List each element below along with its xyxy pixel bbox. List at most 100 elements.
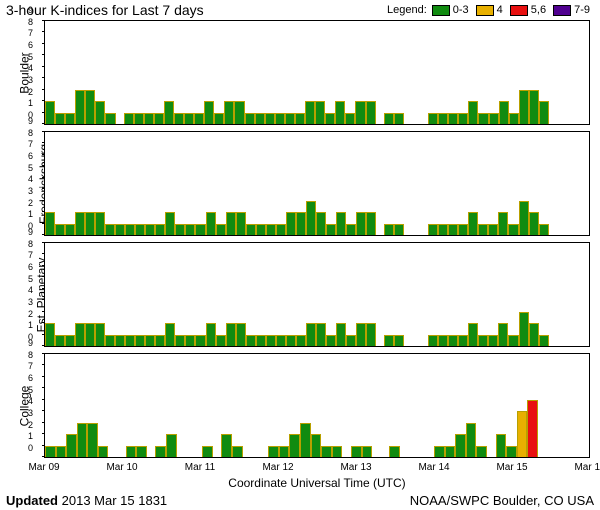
bar bbox=[221, 434, 232, 457]
bar bbox=[529, 90, 539, 124]
y-tick: 9 bbox=[28, 116, 33, 126]
bar bbox=[145, 224, 155, 235]
y-tick: 8 bbox=[28, 128, 33, 138]
bar bbox=[468, 212, 478, 235]
chart-panel: Boulder0123456789 bbox=[30, 20, 590, 125]
bar bbox=[519, 312, 529, 346]
y-tick: 1 bbox=[28, 209, 33, 219]
bar bbox=[445, 446, 456, 457]
bar bbox=[279, 446, 290, 457]
legend-swatch-label: 0-3 bbox=[453, 4, 469, 16]
y-tick: 9 bbox=[28, 5, 33, 15]
bar bbox=[245, 113, 255, 124]
bar bbox=[266, 335, 276, 346]
bar bbox=[295, 113, 305, 124]
bar bbox=[289, 434, 300, 457]
bar bbox=[394, 224, 404, 235]
legend-label: Legend: bbox=[387, 4, 427, 16]
bar bbox=[296, 335, 306, 346]
bar bbox=[428, 335, 438, 346]
bar bbox=[384, 113, 394, 124]
bar bbox=[499, 101, 509, 124]
bar bbox=[438, 335, 448, 346]
bar bbox=[105, 335, 115, 346]
chart-panel: College0123456789 bbox=[30, 353, 590, 458]
bar bbox=[87, 423, 98, 457]
bar bbox=[306, 201, 316, 235]
x-axis-label: Coordinate Universal Time (UTC) bbox=[44, 476, 590, 490]
legend-swatch bbox=[432, 5, 450, 16]
bar bbox=[466, 423, 477, 457]
bar bbox=[105, 113, 115, 124]
bar bbox=[95, 323, 105, 346]
bar bbox=[276, 335, 286, 346]
bar bbox=[77, 423, 88, 457]
bar bbox=[202, 446, 213, 457]
bar bbox=[165, 323, 175, 346]
y-tick: 1 bbox=[28, 98, 33, 108]
bar bbox=[115, 224, 125, 235]
bar bbox=[105, 224, 115, 235]
bar bbox=[496, 434, 507, 457]
bar bbox=[85, 323, 95, 346]
bar bbox=[125, 224, 135, 235]
bar bbox=[351, 446, 362, 457]
bar bbox=[335, 101, 345, 124]
bar bbox=[476, 446, 487, 457]
bar bbox=[311, 434, 322, 457]
bar bbox=[98, 446, 109, 457]
bar bbox=[346, 224, 356, 235]
legend-swatch-label: 7-9 bbox=[574, 4, 590, 16]
bar bbox=[85, 90, 95, 124]
bar bbox=[195, 224, 205, 235]
y-tick: 6 bbox=[28, 151, 33, 161]
bar bbox=[265, 113, 275, 124]
y-tick: 7 bbox=[28, 361, 33, 371]
y-tick: 8 bbox=[28, 17, 33, 27]
y-tick: 4 bbox=[28, 174, 33, 184]
bar bbox=[321, 446, 332, 457]
y-tick: 6 bbox=[28, 262, 33, 272]
chart-panel: Fredericksburg0123456789 bbox=[30, 131, 590, 236]
y-tick: 3 bbox=[28, 297, 33, 307]
bar bbox=[216, 335, 226, 346]
y-tick: 3 bbox=[28, 186, 33, 196]
bar bbox=[275, 113, 285, 124]
bar bbox=[539, 224, 549, 235]
bar bbox=[124, 113, 134, 124]
bar bbox=[125, 335, 135, 346]
updated-label: Updated bbox=[6, 493, 58, 508]
y-tick: 3 bbox=[28, 408, 33, 418]
bar bbox=[384, 224, 394, 235]
legend-swatch bbox=[553, 5, 571, 16]
bar bbox=[256, 335, 266, 346]
x-tick: Mar 09 bbox=[28, 462, 59, 473]
chart-title: 3-hour K-indices for Last 7 days bbox=[6, 2, 204, 18]
plot-area bbox=[44, 20, 590, 125]
bar bbox=[315, 101, 325, 124]
bar bbox=[55, 113, 65, 124]
bar bbox=[384, 335, 394, 346]
y-tick: 6 bbox=[28, 40, 33, 50]
x-tick: Mar 11 bbox=[185, 462, 215, 473]
bar bbox=[95, 101, 105, 124]
bar bbox=[246, 224, 256, 235]
bar bbox=[175, 335, 185, 346]
bar bbox=[488, 224, 498, 235]
bar bbox=[362, 446, 373, 457]
bar bbox=[276, 224, 286, 235]
bar bbox=[155, 224, 165, 235]
bar bbox=[428, 224, 438, 235]
bar bbox=[336, 212, 346, 235]
y-tick: 6 bbox=[28, 373, 33, 383]
bar bbox=[135, 335, 145, 346]
bar bbox=[115, 335, 125, 346]
bar bbox=[489, 113, 499, 124]
bar bbox=[154, 113, 164, 124]
bar bbox=[145, 335, 155, 346]
bar bbox=[326, 335, 336, 346]
bar bbox=[184, 113, 194, 124]
bar bbox=[164, 101, 174, 124]
legend-swatch bbox=[510, 5, 528, 16]
bar bbox=[95, 212, 105, 235]
